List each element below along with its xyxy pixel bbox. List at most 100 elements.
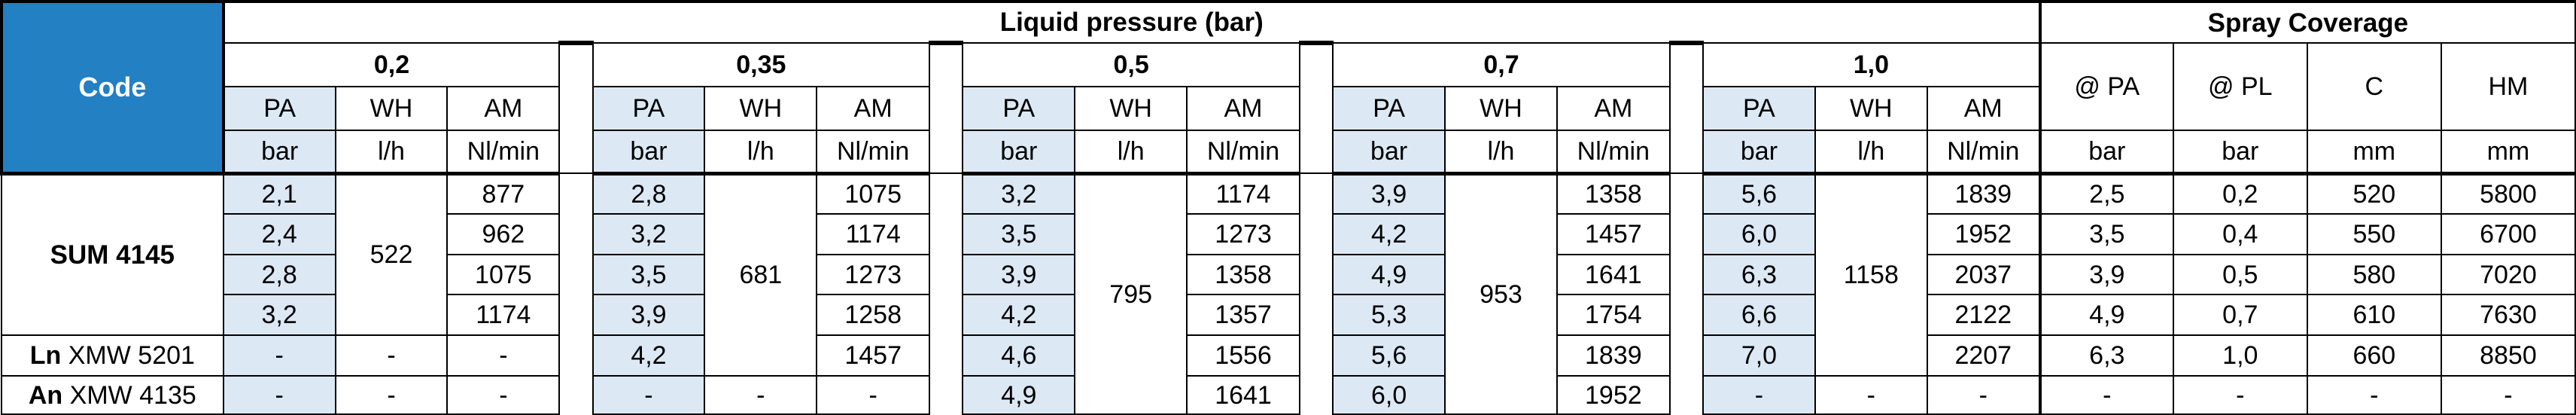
pa-value: 3,9 xyxy=(592,294,706,337)
pa-value: 6,0 xyxy=(1702,213,1816,256)
liquid-pressure-title: Liquid pressure (bar) xyxy=(222,0,2042,44)
spacer-cell xyxy=(558,376,594,414)
spacer-3 xyxy=(1668,40,1705,175)
coverage-value: 7020 xyxy=(2440,254,2576,296)
am-value: 1754 xyxy=(1556,294,1671,337)
spacer-cell xyxy=(929,376,964,414)
pa-value: 4,2 xyxy=(592,334,706,377)
code-ln-prefix: Ln xyxy=(29,341,62,371)
coverage-unit-1: bar xyxy=(2172,130,2308,175)
am-value: 1839 xyxy=(1556,334,1671,377)
pa-value: 2,4 xyxy=(222,213,336,256)
am-value: - xyxy=(1926,375,2042,415)
am-value: 1457 xyxy=(1556,213,1671,256)
unit-4-0: bar xyxy=(1702,130,1816,175)
subcol-2-0: PA xyxy=(962,86,1076,132)
subcol-4-2: AM xyxy=(1926,86,2042,132)
spacer-cell xyxy=(1298,335,1334,377)
pressure-4: 1,0 xyxy=(1702,43,2042,87)
subcol-1-0: PA xyxy=(592,86,706,132)
pa-value: 3,2 xyxy=(962,172,1076,215)
spacer-cell xyxy=(1668,294,1705,336)
coverage-value: 550 xyxy=(2306,213,2442,256)
pa-value: 6,0 xyxy=(1332,375,1446,415)
coverage-value: 4,9 xyxy=(2039,294,2174,337)
subcol-row: PA WH AM PA WH AM PA WH AM PA WH AM PA WH AM xyxy=(2,86,2575,132)
spacer-cell xyxy=(1668,173,1705,215)
pa-value: 3,2 xyxy=(222,294,336,337)
pa-value: 5,6 xyxy=(1702,172,1816,215)
unit-2-1: l/h xyxy=(1074,130,1188,175)
am-value: 1174 xyxy=(816,213,931,256)
coverage-value: - xyxy=(2172,375,2308,415)
units-row: bar l/h Nl/min bar l/h Nl/min bar l/h Nl/min bar l… xyxy=(2,130,2576,175)
wh-value: - xyxy=(334,334,449,377)
pa-value: 2,8 xyxy=(222,254,336,296)
am-value: 1641 xyxy=(1186,375,1300,415)
pa-value: 2,1 xyxy=(222,172,336,215)
am-value: 877 xyxy=(446,172,561,215)
am-value: - xyxy=(446,334,561,377)
coverage-value: 7630 xyxy=(2440,294,2576,337)
spacer-cell xyxy=(1668,376,1705,414)
spacer-cell xyxy=(929,294,964,336)
unit-4-2: Nl/min xyxy=(1926,130,2042,175)
spacer-cell xyxy=(1668,255,1705,295)
unit-3-0: bar xyxy=(1332,130,1446,175)
am-value: 1075 xyxy=(816,172,931,215)
spacer-cell xyxy=(1668,335,1705,377)
am-value: 1075 xyxy=(446,254,561,296)
spacer-2 xyxy=(1298,40,1334,175)
subcol-2-1: WH xyxy=(1074,86,1188,132)
unit-2-0: bar xyxy=(962,130,1076,175)
pa-value: 6,3 xyxy=(1702,254,1816,296)
am-value: 1839 xyxy=(1926,172,2042,215)
am-value: 1358 xyxy=(1556,172,1671,215)
wh-value: - xyxy=(334,375,449,415)
subcol-0-0: PA xyxy=(222,86,336,132)
coverage-value: 5800 xyxy=(2440,172,2576,215)
am-value: 1357 xyxy=(1186,294,1300,337)
code-an-value: XMW 4135 xyxy=(69,380,196,410)
coverage-value: 3,5 xyxy=(2039,213,2174,256)
spacer-cell xyxy=(929,173,964,215)
code-main: SUM 4145 xyxy=(1,172,224,337)
table-row: 3,2 1174 3,9 1258 4,2 1357 5,3 1754 6,6 2122 4,9 0,… xyxy=(2,294,2576,337)
wh-value: - xyxy=(1814,375,1928,415)
table-row: Ln XMW 5201- - -4,2 1457 4,6 1556 5,6 1839 7,0 22… xyxy=(1,334,2576,377)
unit-1-1: l/h xyxy=(704,130,818,175)
pa-value: 3,9 xyxy=(962,254,1076,296)
wh-value: 953 xyxy=(1444,172,1558,415)
wh-value: 681 xyxy=(704,172,818,377)
spray-coverage-title: Spray Coverage xyxy=(2039,0,2576,44)
subcol-3-0: PA xyxy=(1332,86,1446,132)
am-value: 1258 xyxy=(816,294,931,337)
subcol-1-2: AM xyxy=(816,86,931,132)
coverage-value: - xyxy=(2039,375,2174,415)
wh-value: - xyxy=(704,375,818,415)
subcol-0-2: AM xyxy=(446,86,561,132)
spacer-cell xyxy=(558,335,594,377)
coverage-unit-2: mm xyxy=(2306,130,2442,175)
coverage-value: - xyxy=(2306,375,2442,415)
spacer-cell xyxy=(929,335,964,377)
unit-0-0: bar xyxy=(222,130,336,175)
coverage-value: 610 xyxy=(2306,294,2442,337)
pa-value: - xyxy=(592,375,706,415)
am-value: - xyxy=(816,375,931,415)
spacer-cell xyxy=(1298,294,1334,336)
spacer-cell xyxy=(558,173,594,215)
subcol-1-1: WH xyxy=(704,86,818,132)
pa-value: 4,9 xyxy=(1332,254,1446,296)
spacer-cell xyxy=(929,255,964,295)
pa-value: - xyxy=(1702,375,1816,415)
table-row: SUM 4145 2,1 522 877 2,8 681 1075 3,2 795 1174 3,9… xyxy=(1,172,2576,415)
pressure-2: 0,5 xyxy=(962,43,1300,87)
am-value: 1174 xyxy=(446,294,561,337)
coverage-value: 0,2 xyxy=(2172,172,2308,215)
coverage-value: - xyxy=(2440,375,2576,415)
wh-value: 522 xyxy=(334,172,449,337)
spacer-cell xyxy=(1298,255,1334,295)
coverage-unit-3: mm xyxy=(2440,130,2576,175)
